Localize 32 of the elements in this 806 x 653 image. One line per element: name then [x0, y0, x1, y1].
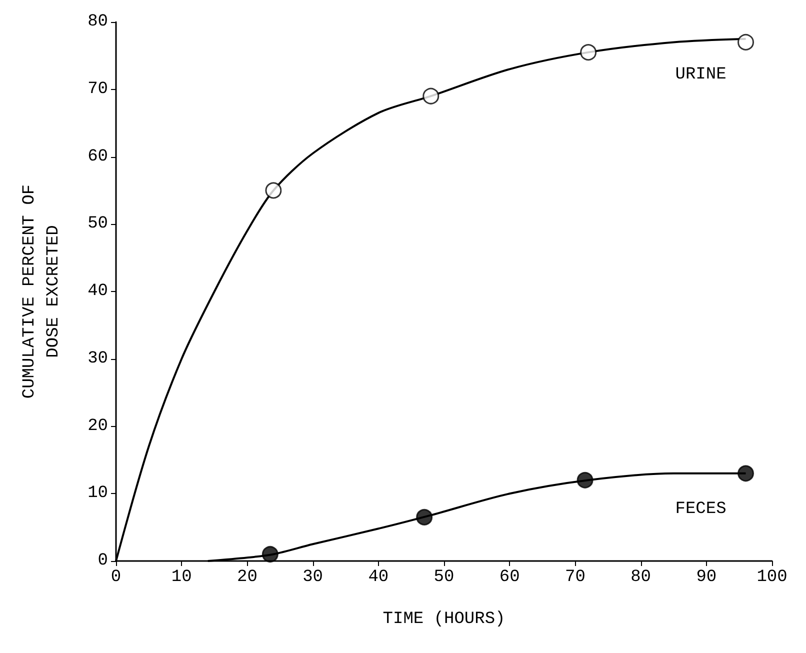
y-tick-label: 20: [88, 416, 108, 436]
point: [422, 88, 440, 104]
x-tick-label: 90: [696, 568, 717, 587]
series-label: FECES: [675, 500, 726, 519]
x-tick-label: 30: [302, 568, 324, 587]
y-tick-label: 60: [88, 147, 108, 166]
point: [265, 182, 282, 199]
point: [262, 546, 278, 563]
y-tick-label: 30: [88, 349, 108, 368]
x-tick-label: 40: [368, 568, 389, 587]
y-axis-title: CUMULATIVE PERCENT OF DOSE EXCRETED: [20, 184, 64, 399]
x-tick-label: 60: [499, 568, 520, 587]
x-tick-label: 70: [564, 568, 586, 587]
x-tick-label: 0: [110, 568, 122, 587]
y-tick-label: 80: [88, 12, 108, 32]
point: [576, 472, 594, 488]
x-tick-label: 80: [630, 568, 652, 587]
point: [580, 44, 597, 61]
x-tick-label: 10: [171, 568, 192, 587]
x-tick-label: 100: [756, 568, 788, 587]
point: [738, 465, 754, 482]
y-tick-label: 10: [88, 484, 108, 504]
point: [738, 34, 754, 50]
point: [416, 508, 433, 526]
x-axis-title: TIME (HOURS): [382, 610, 506, 629]
y-tick-label: 0: [98, 552, 108, 570]
series-label: URINE: [675, 65, 726, 84]
x-tick-label: 50: [434, 568, 454, 587]
y-tick-label: 50: [88, 214, 108, 234]
x-tick-label: 20: [236, 568, 258, 587]
y-tick-label: 70: [88, 80, 108, 99]
y-tick-label: 40: [88, 282, 108, 301]
